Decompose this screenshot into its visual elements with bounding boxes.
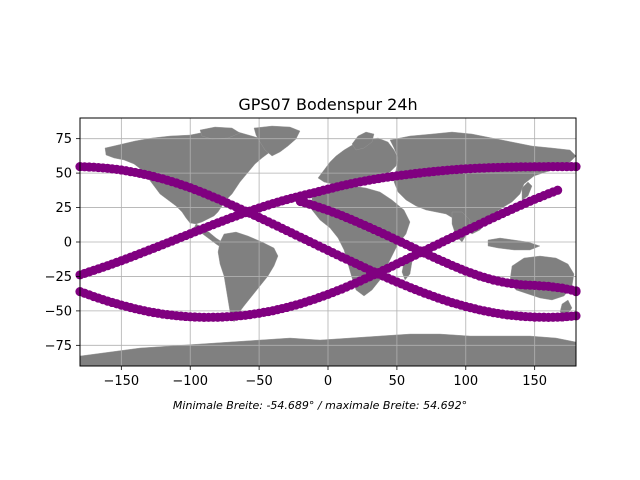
x-tick-label: 100 xyxy=(453,374,478,389)
land-arctic-islands xyxy=(199,126,241,140)
y-tick-label: 25 xyxy=(55,201,72,216)
y-tick-label: −50 xyxy=(45,304,72,319)
chart-title: GPS07 Bodenspur 24h xyxy=(238,95,417,114)
track-point-s1 xyxy=(553,185,563,195)
land-south-america xyxy=(217,231,279,323)
x-tick-label: 150 xyxy=(522,374,547,389)
x-tick-label: −50 xyxy=(245,374,272,389)
y-tick-label: 75 xyxy=(55,132,72,147)
y-tick-label: −75 xyxy=(45,339,72,354)
land-japan xyxy=(521,181,533,201)
y-tick-label: 0 xyxy=(64,236,72,251)
ground-track-points xyxy=(75,162,581,322)
x-tick-label: −100 xyxy=(172,374,208,389)
x-tick-label: −150 xyxy=(103,374,139,389)
grid-lines xyxy=(80,118,576,366)
y-axis: −75 −50 −25 0 25 50 75 xyxy=(45,132,80,354)
land-scandinavia xyxy=(351,131,375,151)
x-tick-label: 50 xyxy=(389,374,406,389)
land-asia xyxy=(389,131,577,235)
y-tick-label: −25 xyxy=(45,270,72,285)
latitude-footnote: Minimale Breite: -54.689° / maximale Bre… xyxy=(173,399,467,412)
y-tick-label: 50 xyxy=(55,167,72,182)
x-tick-label: 0 xyxy=(324,374,332,389)
plot-area xyxy=(75,117,581,367)
x-axis: −150 −100 −50 0 50 100 150 xyxy=(103,366,547,389)
